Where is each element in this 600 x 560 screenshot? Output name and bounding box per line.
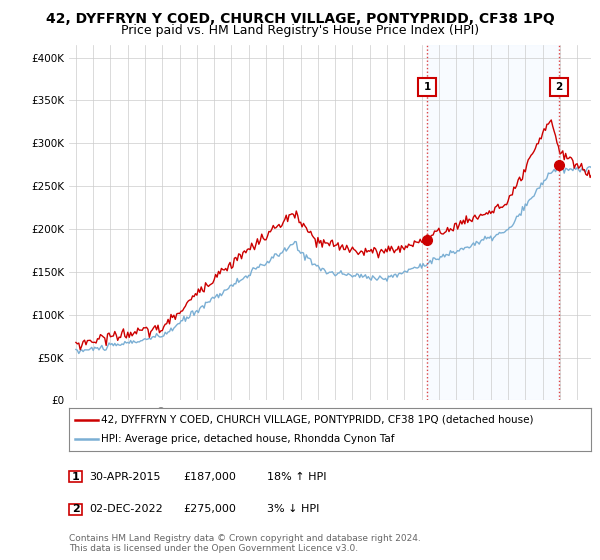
Text: 1: 1 — [424, 82, 431, 92]
Text: 18% ↑ HPI: 18% ↑ HPI — [267, 472, 326, 482]
Text: Price paid vs. HM Land Registry's House Price Index (HPI): Price paid vs. HM Land Registry's House … — [121, 24, 479, 36]
Text: 02-DEC-2022: 02-DEC-2022 — [89, 504, 163, 514]
Text: Contains HM Land Registry data © Crown copyright and database right 2024.
This d: Contains HM Land Registry data © Crown c… — [69, 534, 421, 553]
Text: 42, DYFFRYN Y COED, CHURCH VILLAGE, PONTYPRIDD, CF38 1PQ: 42, DYFFRYN Y COED, CHURCH VILLAGE, PONT… — [46, 12, 554, 26]
Text: 2: 2 — [72, 504, 79, 514]
Text: HPI: Average price, detached house, Rhondda Cynon Taf: HPI: Average price, detached house, Rhon… — [101, 435, 395, 444]
Text: 2: 2 — [555, 82, 562, 92]
Text: 30-APR-2015: 30-APR-2015 — [89, 472, 160, 482]
Text: 42, DYFFRYN Y COED, CHURCH VILLAGE, PONTYPRIDD, CF38 1PQ (detached house): 42, DYFFRYN Y COED, CHURCH VILLAGE, PONT… — [101, 415, 534, 424]
Bar — [427, 45, 559, 400]
Text: 3% ↓ HPI: 3% ↓ HPI — [267, 504, 319, 514]
Text: £187,000: £187,000 — [183, 472, 236, 482]
Text: £275,000: £275,000 — [183, 504, 236, 514]
Text: 1: 1 — [72, 472, 79, 482]
